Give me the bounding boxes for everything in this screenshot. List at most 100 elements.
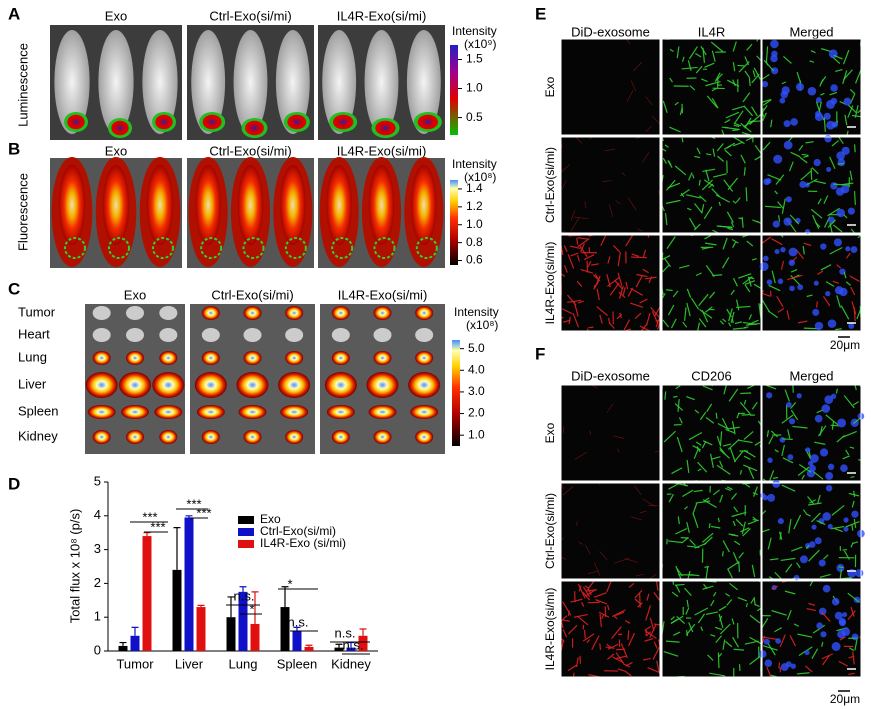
tumor-ring — [284, 237, 307, 259]
fiber — [664, 391, 667, 400]
fiber — [756, 220, 762, 224]
fiber — [652, 646, 661, 660]
fiber — [577, 583, 586, 599]
fiber — [791, 546, 803, 552]
colorbar-title: Intensity — [454, 305, 499, 319]
fiber — [692, 445, 702, 451]
fiber — [600, 234, 607, 246]
fiber — [575, 136, 583, 144]
fiber — [837, 162, 845, 165]
fiber — [845, 281, 852, 286]
fiber — [767, 174, 782, 181]
fiber — [701, 78, 708, 83]
fiber — [671, 467, 683, 475]
fiber — [796, 672, 810, 675]
fiber — [743, 119, 755, 128]
fiber — [820, 264, 832, 271]
mouse — [98, 30, 134, 134]
fiber — [630, 516, 642, 521]
bar — [130, 635, 140, 651]
fiber — [836, 264, 842, 269]
nucleus — [783, 140, 793, 150]
fiber — [642, 657, 651, 661]
fiber — [716, 464, 731, 475]
fiber — [801, 153, 809, 156]
organ — [243, 430, 262, 444]
fiber — [562, 180, 567, 190]
fiber — [819, 426, 823, 436]
organ — [238, 405, 267, 419]
fiber — [570, 217, 580, 232]
fiber — [730, 221, 735, 228]
organ-label: Kidney — [18, 428, 58, 443]
fiber — [829, 246, 843, 255]
fiber — [731, 238, 739, 244]
fiber — [573, 613, 588, 618]
fiber — [687, 60, 692, 71]
nucleus — [836, 208, 846, 218]
fiber — [580, 243, 585, 253]
fiber — [774, 449, 779, 453]
fiber — [704, 62, 715, 68]
fiber — [807, 496, 815, 505]
fiber — [710, 600, 715, 607]
nucleus — [841, 627, 851, 636]
nucleus — [823, 112, 831, 120]
legend-swatch — [238, 528, 254, 536]
nucleus — [775, 638, 781, 644]
signal — [283, 112, 310, 132]
fiber — [642, 249, 647, 258]
fiber — [618, 291, 626, 298]
fiber — [651, 311, 657, 319]
fiber — [676, 46, 680, 59]
fiber — [780, 260, 785, 270]
fiber — [841, 182, 854, 186]
fiber — [697, 322, 701, 332]
fiber — [744, 640, 759, 645]
fiber — [585, 544, 591, 555]
fiber — [789, 214, 800, 225]
fiber — [743, 455, 751, 460]
fiber — [717, 517, 720, 523]
fiber — [723, 142, 736, 150]
fiber — [662, 319, 669, 328]
x-tick-label: Tumor — [116, 656, 154, 671]
fiber — [719, 460, 724, 468]
fiber — [697, 613, 706, 624]
fiber — [780, 557, 796, 562]
nucleus — [780, 247, 786, 253]
fiber — [779, 634, 786, 648]
panel-label: B — [8, 139, 20, 158]
fiber — [774, 627, 782, 633]
fiber — [743, 431, 754, 440]
error-bar — [251, 591, 259, 624]
fiber — [853, 518, 857, 528]
fiber — [562, 629, 568, 638]
fiber — [573, 216, 589, 220]
nucleus — [785, 196, 792, 203]
fiber — [738, 561, 741, 572]
fiber — [844, 114, 848, 126]
fiber — [752, 518, 759, 522]
nucleus — [855, 569, 864, 578]
fiber — [639, 325, 651, 332]
row-label: IL4R-Exo(si/mi) — [543, 242, 557, 325]
fiber — [767, 537, 772, 550]
fiber — [703, 583, 708, 590]
fiber — [808, 549, 820, 562]
fiber — [627, 197, 637, 211]
organ — [159, 328, 178, 342]
fiber — [834, 527, 843, 533]
organ — [243, 328, 262, 342]
fiber — [674, 165, 687, 176]
nucleus — [815, 97, 822, 103]
micrograph-border — [761, 234, 862, 332]
nucleus — [800, 555, 808, 564]
fiber — [709, 672, 726, 677]
nucleus — [774, 249, 780, 255]
fiber — [786, 609, 792, 620]
fiber — [666, 236, 676, 250]
fiber — [771, 585, 779, 590]
fiber — [781, 81, 787, 85]
nucleus — [793, 574, 800, 581]
